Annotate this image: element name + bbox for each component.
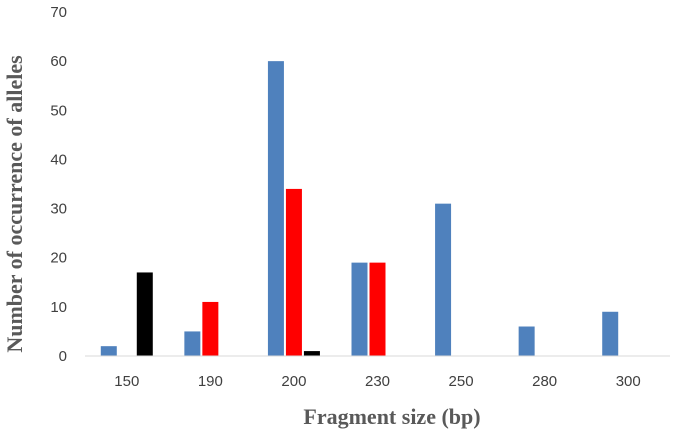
bar-250-series-1 — [435, 203, 452, 356]
bar-280-series-1 — [518, 326, 535, 356]
bar-190-series-1 — [184, 331, 201, 356]
bar-150-series-1 — [100, 346, 117, 356]
y-tick-label: 30 — [50, 201, 67, 218]
bar-200-series-3 — [303, 351, 320, 356]
y-tick-label: 10 — [50, 299, 67, 316]
y-tick-label: 40 — [50, 151, 67, 168]
y-tick-label: 20 — [50, 250, 67, 267]
x-tick-label: 280 — [532, 373, 557, 390]
bar-200-series-1 — [267, 61, 284, 357]
x-tick-label: 230 — [365, 373, 390, 390]
bar-200-series-2 — [285, 188, 302, 356]
bar-230-series-1 — [351, 262, 368, 356]
y-axis-ticks: 0 10 20 30 40 50 60 70 — [50, 4, 67, 365]
bar-190-series-2 — [202, 301, 219, 356]
x-axis-ticks: 150 190 200 230 250 280 300 — [114, 373, 640, 390]
y-tick-label: 70 — [50, 4, 67, 21]
y-tick-label: 60 — [50, 53, 67, 70]
y-tick-label: 50 — [50, 102, 67, 119]
x-tick-label: 190 — [198, 373, 223, 390]
x-tick-label: 150 — [114, 373, 139, 390]
y-axis-title: Number of occurrence of alleles — [2, 55, 27, 353]
bar-230-series-2 — [369, 262, 386, 356]
x-tick-label: 250 — [449, 373, 474, 390]
bar-300-series-1 — [602, 311, 619, 356]
bar-150-series-3 — [136, 272, 153, 356]
bars — [100, 61, 619, 357]
y-tick-label: 0 — [59, 348, 67, 365]
x-tick-label: 200 — [281, 373, 306, 390]
x-axis-title: Fragment size (bp) — [303, 404, 480, 429]
x-tick-label: 300 — [616, 373, 641, 390]
